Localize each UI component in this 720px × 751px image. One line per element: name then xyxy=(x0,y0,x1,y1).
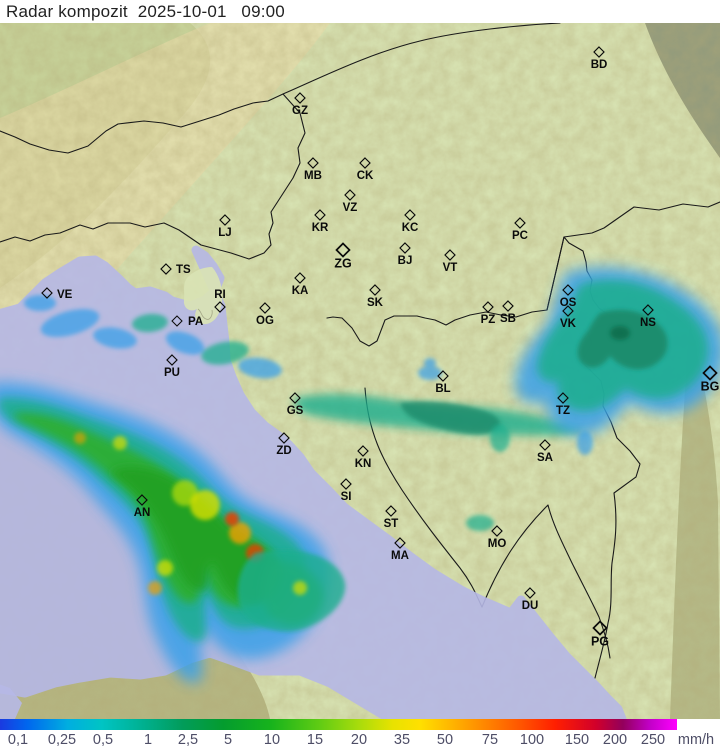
svg-text:ZG: ZG xyxy=(334,257,351,271)
svg-text:PU: PU xyxy=(164,367,180,379)
svg-text:SK: SK xyxy=(367,297,384,309)
svg-text:VT: VT xyxy=(443,262,458,274)
svg-text:PA: PA xyxy=(188,316,203,328)
svg-text:RI: RI xyxy=(214,289,226,301)
svg-text:GZ: GZ xyxy=(292,105,308,117)
svg-text:BJ: BJ xyxy=(398,255,413,267)
svg-text:BD: BD xyxy=(591,59,608,71)
svg-text:PZ: PZ xyxy=(481,314,496,326)
svg-text:DU: DU xyxy=(522,600,539,612)
svg-text:TS: TS xyxy=(176,264,191,276)
svg-text:VK: VK xyxy=(560,318,577,330)
svg-text:SB: SB xyxy=(500,313,516,325)
svg-text:BG: BG xyxy=(701,380,720,394)
svg-text:KC: KC xyxy=(402,222,419,234)
svg-text:KA: KA xyxy=(292,285,309,297)
svg-text:GS: GS xyxy=(287,405,304,417)
svg-text:MA: MA xyxy=(391,550,409,562)
svg-text:MB: MB xyxy=(304,170,322,182)
svg-text:NS: NS xyxy=(640,317,656,329)
svg-text:BL: BL xyxy=(435,383,450,395)
svg-text:CK: CK xyxy=(357,170,374,182)
svg-text:OS: OS xyxy=(560,297,577,309)
svg-text:VZ: VZ xyxy=(343,202,358,214)
svg-text:PG: PG xyxy=(591,635,609,649)
svg-text:LJ: LJ xyxy=(218,227,231,239)
svg-text:ZD: ZD xyxy=(276,445,291,457)
svg-text:TZ: TZ xyxy=(556,405,570,417)
svg-text:VE: VE xyxy=(57,289,73,301)
svg-text:AN: AN xyxy=(134,507,151,519)
svg-text:ST: ST xyxy=(384,518,399,530)
svg-text:KR: KR xyxy=(312,222,329,234)
svg-text:OG: OG xyxy=(256,315,274,327)
svg-text:SA: SA xyxy=(537,452,553,464)
svg-text:KN: KN xyxy=(355,458,372,470)
svg-text:SI: SI xyxy=(341,491,352,503)
svg-text:MO: MO xyxy=(488,538,507,550)
svg-text:PC: PC xyxy=(512,230,528,242)
